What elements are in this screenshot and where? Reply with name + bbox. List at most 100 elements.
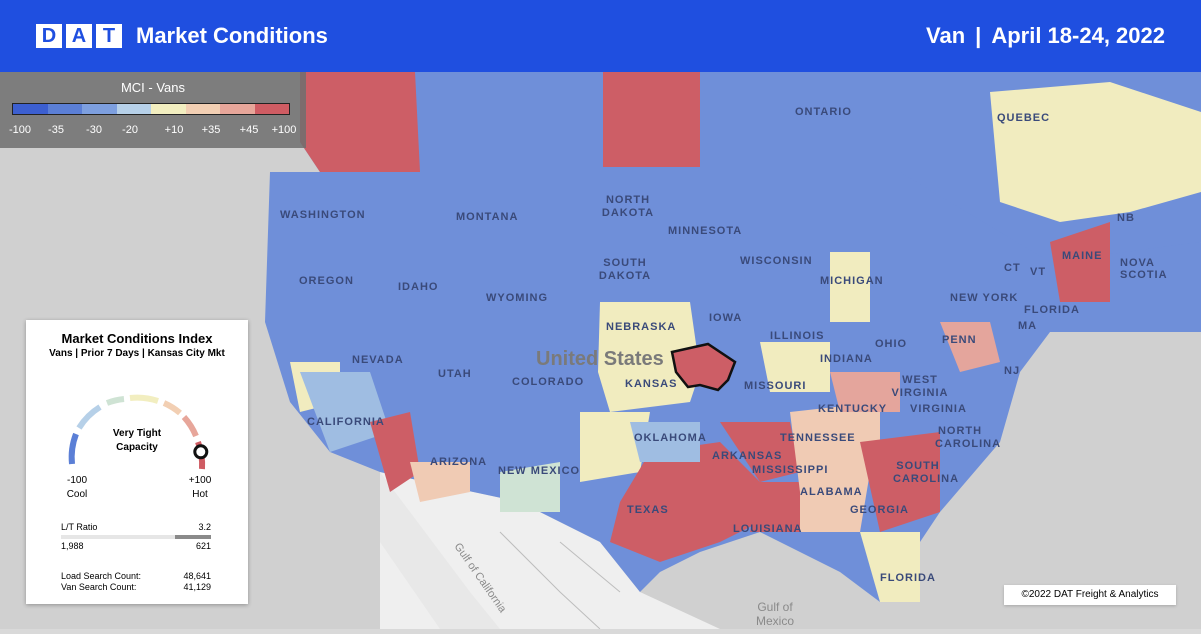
- baja-land: [380, 472, 500, 629]
- label-nevada: NEVADA: [352, 354, 404, 366]
- label-minnesota: MINNESOTA: [668, 225, 743, 237]
- label-south-dakota: SOUTH DAKOTA: [598, 257, 652, 282]
- panel-subtitle: Vans | Prior 7 Days | Kansas City Mkt: [49, 348, 225, 359]
- label-north-carolina: NORTH CAROLINA: [935, 425, 1002, 450]
- scale-segment: [116, 104, 151, 114]
- penn-warm: [940, 322, 1000, 372]
- market-index-panel: Market Conditions Index Vans | Prior 7 D…: [26, 320, 248, 604]
- header-bar: D A T Market Conditions Van | April 18-2…: [0, 0, 1201, 72]
- california-cool: [300, 372, 390, 452]
- tick-label: -35: [48, 124, 64, 136]
- copyright-badge: ©2022 DAT Freight & Analytics: [1004, 585, 1176, 605]
- load-search-value: 48,641: [183, 571, 211, 581]
- quebec-neutral: [990, 82, 1201, 222]
- label-north-dakota: NORTH DAKOTA: [601, 194, 655, 219]
- scale-segment: [254, 104, 289, 114]
- arkansas-hot: [720, 422, 800, 482]
- label-united-states: United States: [536, 348, 664, 370]
- michigan-neutral: [830, 252, 870, 322]
- label-nova-scotia: NOVA SCOTIA: [1120, 257, 1168, 281]
- market-map[interactable]: United States ONTARIO QUEBEC NB NOVA SCO…: [0, 72, 1201, 630]
- label-arkansas: ARKANSAS: [712, 450, 783, 462]
- tennessee-warm: [790, 402, 880, 492]
- us-base: [265, 172, 1201, 602]
- label-utah: UTAH: [438, 368, 472, 380]
- header-separator: |: [975, 23, 982, 48]
- mci-legend: MCI - Vans -100 -35 -30 -20 +10 +35 +45 …: [0, 72, 306, 148]
- arizona-warm: [410, 462, 470, 502]
- lt-counts-row: 1,988 621: [61, 541, 211, 551]
- panel-title: Market Conditions Index: [61, 331, 213, 346]
- gauge-segment-neutral: [129, 394, 159, 404]
- lt-ratio-value: 3.2: [198, 522, 211, 532]
- scale-segment: [220, 104, 255, 114]
- label-penn: PENN: [942, 334, 977, 346]
- tick-label: -20: [122, 124, 138, 136]
- label-quebec: QUEBEC: [997, 112, 1051, 124]
- label-south-carolina: SOUTH CAROLINA: [893, 460, 960, 485]
- van-search-label: Van Search Count:: [61, 582, 137, 592]
- label-oregon: OREGON: [299, 275, 354, 287]
- label-wisconsin: WISCONSIN: [740, 255, 813, 267]
- alberta-hot: [603, 72, 700, 167]
- gauge-marker: [193, 444, 209, 460]
- scale-segment: [47, 104, 82, 114]
- so-cal-hot: [370, 412, 420, 492]
- label-west-virginia: WEST VIRGINIA: [891, 374, 949, 399]
- tick-label: -30: [86, 124, 102, 136]
- label-louisiana: LOUISIANA: [733, 523, 803, 535]
- scale-segment: [151, 104, 186, 114]
- label-california: CALIFORNIA: [307, 416, 385, 428]
- label-nb: NB: [1117, 212, 1135, 224]
- gauge-segment-cool: [68, 432, 79, 465]
- label-iowa: IOWA: [709, 312, 743, 324]
- label-georgia: GEORGIA: [850, 504, 909, 516]
- load-search-label: Load Search Count:: [61, 571, 142, 581]
- label-nh: VT: [1030, 266, 1047, 278]
- date-range: April 18-24, 2022: [991, 23, 1165, 48]
- max-label: Hot: [192, 489, 208, 500]
- florida-neutral: [860, 532, 920, 602]
- min-value: -100: [66, 475, 87, 486]
- mci-gauge: [68, 394, 209, 470]
- bc-hot: [300, 72, 420, 172]
- loads-count: 1,988: [61, 541, 84, 551]
- ratio-bar-fill: [175, 535, 211, 539]
- trucks-count: 621: [195, 541, 211, 551]
- tick-label: +100: [271, 124, 297, 136]
- gauge-min-label: -100 Cool: [61, 474, 93, 502]
- tick-label: +45: [239, 124, 259, 136]
- label-montana: MONTANA: [456, 211, 519, 223]
- label-arizona: ARIZONA: [430, 456, 488, 468]
- label-ohio: OHIO: [875, 338, 908, 350]
- gauge-segment-warm-light: [162, 400, 182, 416]
- label-kansas: KANSAS: [625, 378, 678, 390]
- max-value: +100: [188, 475, 212, 486]
- label-tennessee: TENNESSEE: [780, 432, 856, 444]
- status-line-2: Capacity: [116, 442, 158, 453]
- lt-ratio-bar: [61, 535, 211, 539]
- carolina-hot: [860, 432, 940, 532]
- label-mississippi: MISSISSIPPI: [752, 464, 829, 476]
- oklahoma-cool: [630, 422, 700, 462]
- kansas-neutral: [598, 302, 700, 412]
- label-ct: MA: [1018, 320, 1038, 332]
- label-texas: TEXAS: [627, 504, 669, 516]
- header-meta: Van | April 18-24, 2022: [926, 23, 1165, 49]
- tick-label: +10: [164, 124, 184, 136]
- label-virginia: VIRGINIA: [910, 403, 967, 415]
- louisiana-hot: [750, 482, 800, 532]
- scale-segment: [185, 104, 220, 114]
- label-missouri: MISSOURI: [744, 380, 807, 392]
- lt-ratio-row: L/T Ratio 3.2: [61, 522, 211, 532]
- header-title: Market Conditions: [136, 23, 328, 48]
- maine-hot: [1050, 222, 1110, 302]
- dat-logo: D A T: [36, 24, 122, 48]
- label-new-york: NEW YORK: [950, 292, 1019, 304]
- mci-legend-title: MCI - Vans: [120, 80, 186, 95]
- logo-letter-d: D: [36, 24, 62, 48]
- label-alabama: ALABAMA: [800, 486, 863, 498]
- tick-label: -100: [8, 124, 32, 136]
- label-maine: MAINE: [1062, 250, 1103, 262]
- scale-segment: [13, 104, 48, 114]
